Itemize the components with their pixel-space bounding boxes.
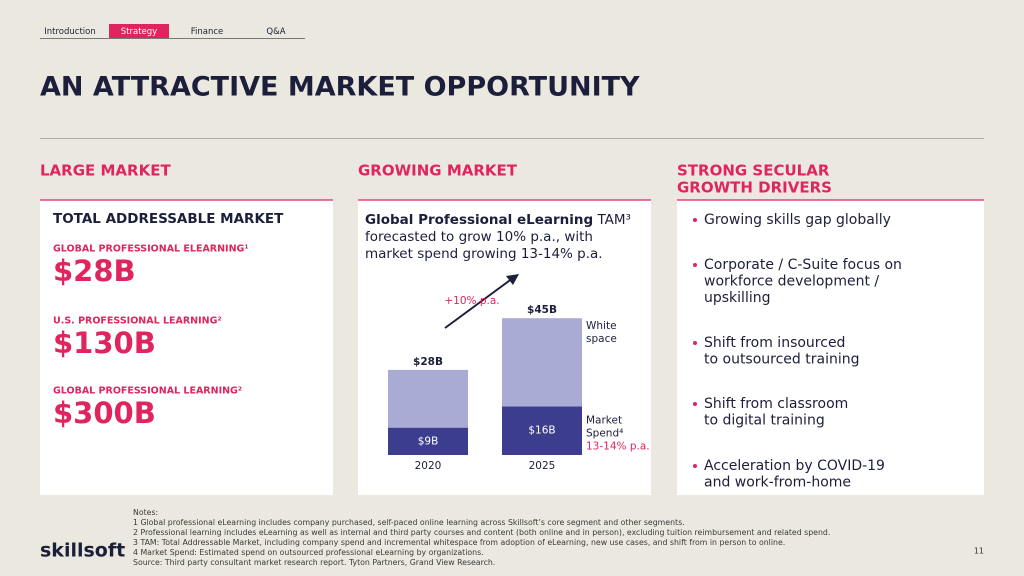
total-label: $45B (527, 304, 557, 316)
panel (40, 200, 333, 495)
tam-label: GLOBAL PROFESSIONAL ELEARNING¹ (53, 244, 249, 255)
notes: Notes:1 Global professional eLearning in… (133, 508, 830, 567)
driver-text: upskilling (704, 290, 770, 306)
driver-text: Shift from classroom (704, 396, 848, 412)
note-line: 3 TAM: Total Addressable Market, includi… (133, 538, 785, 547)
slide-title: AN ATTRACTIVE MARKET OPPORTUNITY (40, 72, 640, 103)
nav-tab-active (109, 24, 169, 38)
bullet (693, 341, 697, 345)
annotation: +10% p.a. (444, 295, 499, 307)
driver-text: to digital training (704, 413, 825, 429)
tam-value: $300B (53, 396, 156, 430)
description-lead: Global Professional eLearning (365, 212, 593, 228)
arrow-head (506, 274, 519, 285)
bullet (693, 263, 697, 267)
series-label-line: space (586, 333, 617, 345)
driver-text: and work-from-home (704, 475, 851, 491)
driver-text: Corporate / C-Suite focus on (704, 257, 902, 273)
description-text: forecasted to grow 10% p.a., with (365, 229, 593, 245)
column-heading: GROWING MARKET (358, 162, 518, 180)
bullet (693, 218, 697, 222)
panel (677, 200, 984, 495)
driver-text: workforce development / (704, 274, 879, 290)
nav: Introduction Strategy Finance Q&A (44, 24, 286, 38)
bar-segment (502, 406, 582, 455)
nav-tab[interactable]: Finance (191, 27, 224, 37)
drivers-list: Growing skills gap globally Corporate / C… (693, 212, 902, 491)
series-note: 13-14% p.a. (586, 440, 650, 452)
series-label-line: Market (586, 414, 622, 426)
note-line: 2 Professional learning includes eLearni… (133, 528, 830, 537)
x-tick-label: 2020 (415, 460, 442, 472)
value-label: $16B (528, 425, 555, 437)
column-heading: STRONG SECULAR (677, 162, 830, 180)
driver-text: to outsourced training (704, 352, 860, 368)
tam-title: TOTAL ADDRESSABLE MARKET (53, 211, 284, 227)
driver-text: Acceleration by COVID-19 (704, 458, 885, 474)
page-number: 11 (974, 547, 984, 556)
bar-segment (388, 427, 468, 455)
note-line: Notes: (133, 508, 158, 517)
description-text: market spend growing 13-14% p.a. (365, 246, 603, 262)
bar-segment (502, 318, 582, 407)
total-label: $28B (413, 356, 443, 368)
bar-segment (388, 369, 468, 428)
chart-description: Global Professional eLearning TAM³ (365, 212, 631, 228)
column-heading: GROWTH DRIVERS (677, 179, 832, 197)
column-heading: LARGE MARKET (40, 162, 171, 180)
note-line: Source: Third party consultant market re… (133, 558, 495, 567)
chart: $9B $28B 2020 $16B $45B 2025 Market Spend⁴13-14… (388, 274, 650, 472)
x-tick-label: 2025 (529, 460, 556, 472)
tam-value: $130B (53, 326, 156, 360)
driver-text: Shift from insourced (704, 335, 845, 351)
nav-tab[interactable]: Strategy (121, 27, 157, 37)
description-text: TAM³ (593, 212, 631, 228)
arrow (444, 277, 514, 329)
value-label: $9B (418, 435, 439, 447)
note-line: 1 Global professional eLearning includes… (133, 518, 685, 527)
series-label: White space (586, 320, 617, 345)
series-label: Market Spend⁴ (586, 414, 623, 439)
nav-tab[interactable]: Q&A (266, 27, 285, 37)
driver-text: Growing skills gap globally (704, 212, 891, 228)
nav-tab[interactable]: Introduction (44, 27, 95, 37)
note-line: 4 Market Spend: Estimated spend on outso… (133, 548, 484, 557)
series-label-line: Spend⁴ (586, 427, 623, 439)
tam-value: $28B (53, 254, 136, 288)
bullet (693, 464, 697, 468)
bullet (693, 402, 697, 406)
logo: skillsoft (40, 540, 125, 562)
series-label-line: White (586, 320, 617, 332)
tam-label: GLOBAL PROFESSIONAL LEARNING² (53, 386, 242, 397)
tam-label: U.S. PROFESSIONAL LEARNING² (53, 316, 222, 327)
